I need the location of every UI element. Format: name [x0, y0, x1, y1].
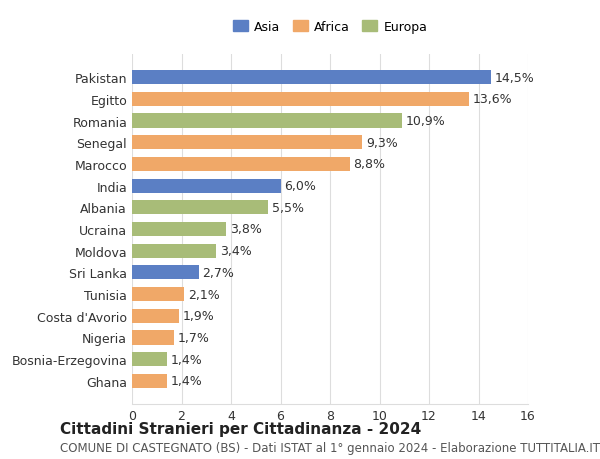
Text: Cittadini Stranieri per Cittadinanza - 2024: Cittadini Stranieri per Cittadinanza - 2… — [60, 421, 421, 436]
Text: 8,8%: 8,8% — [353, 158, 386, 171]
Bar — [132, 179, 281, 193]
Bar — [132, 374, 167, 388]
Bar — [132, 330, 174, 345]
Bar — [132, 287, 184, 302]
Text: 5,5%: 5,5% — [272, 202, 304, 214]
Text: 1,4%: 1,4% — [170, 375, 202, 387]
Text: 2,1%: 2,1% — [188, 288, 220, 301]
Text: 1,7%: 1,7% — [178, 331, 209, 344]
Text: 3,4%: 3,4% — [220, 245, 251, 257]
Bar — [132, 244, 216, 258]
Bar — [132, 114, 402, 129]
Text: 13,6%: 13,6% — [472, 93, 512, 106]
Text: 1,4%: 1,4% — [170, 353, 202, 366]
Bar — [132, 266, 199, 280]
Text: COMUNE DI CASTEGNATO (BS) - Dati ISTAT al 1° gennaio 2024 - Elaborazione TUTTITA: COMUNE DI CASTEGNATO (BS) - Dati ISTAT a… — [60, 442, 600, 454]
Bar — [132, 71, 491, 85]
Text: 1,9%: 1,9% — [183, 310, 214, 323]
Text: 10,9%: 10,9% — [406, 115, 445, 128]
Bar — [132, 353, 167, 366]
Text: 2,7%: 2,7% — [203, 266, 235, 279]
Text: 14,5%: 14,5% — [494, 72, 535, 84]
Text: 3,8%: 3,8% — [230, 223, 262, 236]
Text: 6,0%: 6,0% — [284, 180, 316, 193]
Bar — [132, 223, 226, 236]
Legend: Asia, Africa, Europa: Asia, Africa, Europa — [227, 16, 433, 39]
Bar — [132, 201, 268, 215]
Bar — [132, 309, 179, 323]
Text: 9,3%: 9,3% — [366, 136, 398, 149]
Bar — [132, 136, 362, 150]
Bar — [132, 93, 469, 106]
Bar — [132, 157, 350, 172]
